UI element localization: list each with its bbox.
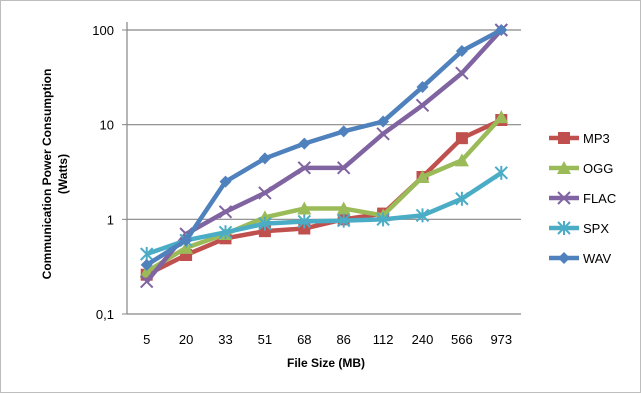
data-point (337, 125, 350, 138)
series-line (145, 117, 503, 277)
data-point (258, 152, 271, 165)
data-point (218, 225, 233, 240)
y-tick-label: 100 (92, 23, 114, 38)
data-point (297, 161, 312, 175)
legend-label: FLAC (583, 191, 616, 206)
x-tick-label: 68 (297, 332, 311, 347)
data-point (377, 115, 390, 128)
data-point (454, 153, 469, 167)
data-point (495, 24, 508, 36)
data-point (376, 212, 390, 227)
legend-label: OGG (583, 161, 613, 176)
data-point (336, 161, 351, 175)
x-tick-label: 5 (143, 332, 150, 347)
data-point (298, 137, 311, 150)
series-line (145, 170, 503, 257)
legend-marker (558, 132, 570, 144)
data-point (336, 213, 351, 228)
axes: 0,1 1 10 100 5 20 33 51 68 86 112 240 566 973 (92, 22, 512, 347)
legend-item-mp3: MP3 (549, 131, 610, 146)
legend-marker (557, 161, 571, 174)
data-point (297, 214, 312, 229)
data-point (258, 225, 271, 238)
data-point (258, 186, 272, 200)
legend-label: MP3 (583, 131, 610, 146)
data-point (494, 110, 509, 124)
y-tick-label: 0,1 (96, 307, 114, 322)
data-point (455, 191, 469, 206)
data-point (455, 66, 469, 80)
x-tick-label: 86 (336, 332, 350, 347)
data-point (297, 201, 312, 215)
y-tick-label: 10 (100, 118, 114, 133)
y-axis-title-line-2: (Watts) (56, 154, 70, 194)
legend-item-spx: SPX (549, 221, 609, 236)
x-tick-label: 20 (179, 332, 193, 347)
legend-marker (558, 252, 570, 264)
data-point (376, 127, 390, 141)
data-point (140, 258, 153, 271)
data-point (258, 216, 272, 231)
data-point (218, 205, 233, 219)
data-point (455, 132, 468, 145)
data-point (494, 165, 509, 180)
series-flac (139, 23, 509, 289)
data-point (139, 274, 154, 289)
legend-item-ogg: OGG (549, 161, 613, 176)
y-tick-label: 1 (107, 212, 114, 227)
legend-marker (557, 191, 571, 205)
x-tick-label: 33 (218, 332, 232, 347)
x-tick-label: 112 (373, 332, 394, 347)
legend-item-flac: FLAC (549, 191, 616, 206)
data-point (416, 80, 429, 93)
data-point (415, 98, 430, 113)
data-point (455, 45, 468, 58)
x-tick-label: 973 (490, 332, 512, 347)
data-point (139, 247, 154, 262)
x-tick-label: 51 (258, 332, 272, 347)
x-axis-title: File Size (MB) (287, 356, 365, 370)
data-point (219, 175, 232, 188)
data-point (336, 201, 351, 215)
legend-label: SPX (583, 221, 609, 236)
x-tick-label: 240 (412, 332, 434, 347)
series-line (145, 115, 503, 274)
series-line (145, 28, 503, 267)
legend: MP3 OGG FLAC SPX WAV (549, 131, 616, 266)
data-point (415, 170, 430, 184)
series-wav (140, 24, 508, 271)
series-line (144, 28, 503, 284)
series-spx (139, 165, 509, 262)
data-point (180, 234, 193, 247)
y-axis-title-line-1: Communication Power Consumption (40, 69, 54, 280)
data-point (415, 208, 430, 223)
gridlines (127, 29, 521, 315)
legend-label: WAV (583, 251, 611, 266)
x-tick-label: 566 (451, 332, 473, 347)
series-lines (139, 23, 509, 289)
legend-marker (557, 221, 571, 235)
legend-item-wav: WAV (549, 251, 611, 266)
